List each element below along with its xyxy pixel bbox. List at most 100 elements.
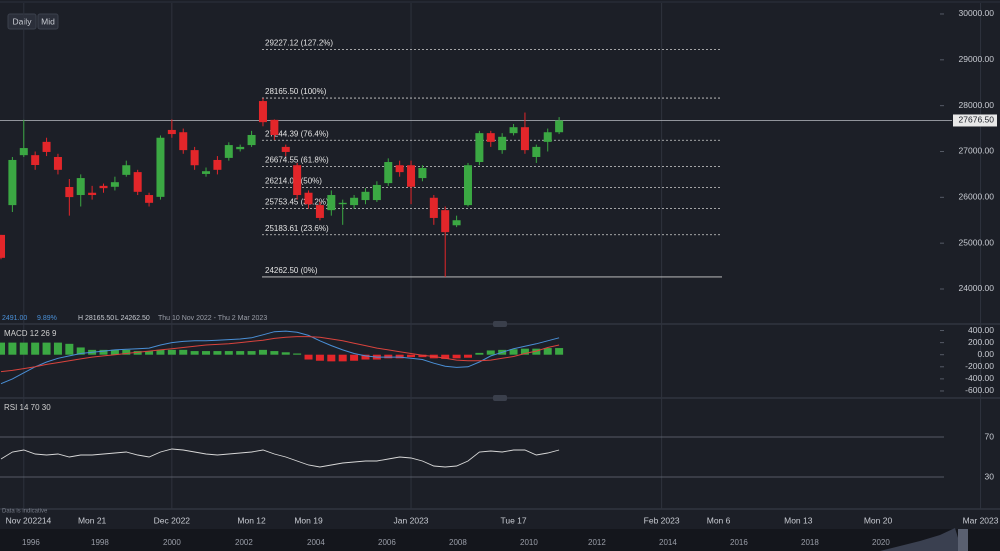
candle-body <box>543 132 552 142</box>
candle-body <box>372 184 381 201</box>
panel-title: MACD 12 26 9 <box>4 329 57 338</box>
histogram-bar <box>65 343 74 355</box>
histogram-bar <box>509 349 518 355</box>
histogram-bar <box>338 354 347 362</box>
fib-label: 28165.50 (100%) <box>265 87 327 96</box>
candle-body <box>418 167 427 179</box>
navigator-year: 2012 <box>588 538 606 547</box>
histogram-bar <box>42 342 51 355</box>
y-tick-label: 400.00 <box>968 325 994 335</box>
resize-handle[interactable] <box>493 395 507 401</box>
y-tick-label: 26000.00 <box>959 192 995 202</box>
navigator-year: 1998 <box>91 538 109 547</box>
histogram-bar <box>384 354 393 359</box>
x-tick-label: Jan 2023 <box>394 515 429 525</box>
candle-body <box>0 234 5 258</box>
histogram-bar <box>555 348 564 355</box>
candle-body <box>429 197 438 218</box>
histogram-bar <box>179 349 188 355</box>
y-tick-label: 24000.00 <box>959 283 995 293</box>
histogram-bar <box>486 350 495 355</box>
fib-label: 26674.55 (61.8%) <box>265 156 329 165</box>
histogram-bar <box>327 354 336 362</box>
candle-body <box>167 129 176 135</box>
x-tick-label: Tue 17 <box>500 515 526 525</box>
histogram-bar <box>224 351 233 355</box>
histogram-bar <box>304 354 313 360</box>
candle-body <box>122 165 131 175</box>
histogram-bar <box>133 351 142 355</box>
candle-body <box>520 127 529 151</box>
histogram-bar <box>532 348 541 355</box>
x-tick-label: 14 <box>42 515 52 525</box>
resize-handle[interactable] <box>493 321 507 327</box>
x-tick-label: Feb 2023 <box>644 515 680 525</box>
candle-body <box>350 197 359 206</box>
candle-body <box>133 172 142 192</box>
navigator-year: 2020 <box>872 538 890 547</box>
info-text: 2491.00 <box>2 315 27 322</box>
navigator-handle[interactable] <box>958 529 968 551</box>
y-tick-label: -200.00 <box>965 361 994 371</box>
x-tick-label: Dec 2022 <box>154 515 191 525</box>
candle-body <box>555 120 564 133</box>
x-tick-label: Nov 2022 <box>6 515 43 525</box>
candle-body <box>463 165 472 206</box>
candle-body <box>327 195 336 211</box>
toolbar-button[interactable] <box>7 13 37 30</box>
histogram-bar <box>190 351 199 355</box>
rsi-line <box>0 448 560 468</box>
histogram-bar <box>0 342 5 355</box>
button-label[interactable]: Daily <box>13 16 33 26</box>
candle-body <box>202 171 211 174</box>
histogram-bar <box>350 354 359 361</box>
histogram-bar <box>156 349 165 355</box>
fib-label: 25753.45 (38.2%) <box>265 198 329 207</box>
navigator-year: 2008 <box>449 538 467 547</box>
candle-body <box>258 101 267 123</box>
candle-body <box>338 202 347 205</box>
candle-body <box>475 133 484 163</box>
last-price-box <box>953 114 997 127</box>
candle-body <box>407 165 416 187</box>
x-tick-label: Mon 6 <box>707 515 731 525</box>
y-tick-label: 30 <box>985 471 995 481</box>
x-tick-label: Mon 21 <box>78 515 107 525</box>
navigator[interactable] <box>0 529 1000 551</box>
histogram-bar <box>8 342 17 355</box>
x-tick-label: Mon 12 <box>237 515 266 525</box>
histogram-bar <box>247 351 256 355</box>
candle-body <box>42 141 51 152</box>
histogram-bar <box>53 342 62 355</box>
candle-body <box>509 127 518 134</box>
fib-label: 25183.61 (23.6%) <box>265 224 329 233</box>
histogram-bar <box>258 349 267 355</box>
candle-body <box>236 146 245 150</box>
histogram-bar <box>463 354 472 358</box>
candle-body <box>293 165 302 196</box>
histogram-bar <box>361 354 370 360</box>
info-text: Thu 10 Nov 2022 - Thu 2 Mar 2023 <box>158 315 267 322</box>
histogram-bar <box>167 349 176 355</box>
candle-body <box>156 137 165 197</box>
histogram-bar <box>281 352 290 355</box>
y-tick-label: 29000.00 <box>959 54 995 64</box>
navigator-year: 2006 <box>378 538 396 547</box>
histogram-bar <box>452 354 461 359</box>
button-label[interactable]: Mid <box>41 16 55 26</box>
fib-label: 29227.12 (127.2%) <box>265 39 333 48</box>
y-tick-label: 25000.00 <box>959 237 995 247</box>
y-tick-label: 200.00 <box>968 337 994 347</box>
navigator-year: 2014 <box>659 538 677 547</box>
last-price-label: 27676.50 <box>959 115 995 125</box>
histogram-bar <box>31 342 40 355</box>
candle-body <box>179 132 188 151</box>
toolbar-button[interactable] <box>37 13 59 30</box>
navigator-year: 2016 <box>730 538 748 547</box>
candle-body <box>110 182 119 187</box>
candle-body <box>145 195 154 203</box>
fib-label: 24262.50 (0%) <box>265 266 318 275</box>
x-tick-label: Mar 2023 <box>963 515 999 525</box>
